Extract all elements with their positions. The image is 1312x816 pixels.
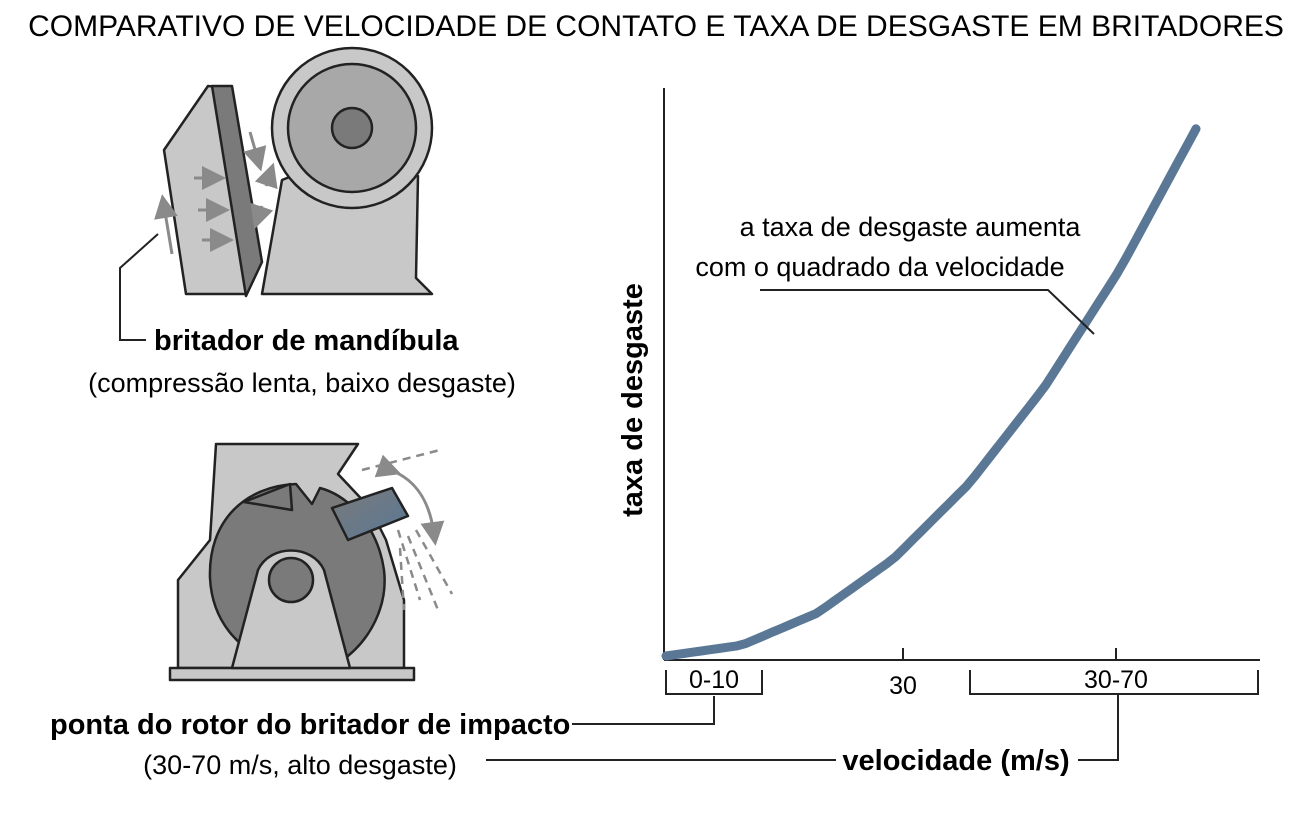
x-axis-label: velocidade (m/s)	[842, 745, 1069, 777]
wear-chart: taxa de desgaste velocidade (m/s) 0-10 3…	[617, 88, 1260, 777]
flywheel-hub	[330, 106, 374, 150]
page-title: COMPARATIVO DE VELOCIDADE DE CONTATO E T…	[28, 10, 1284, 43]
wear-curve	[661, 124, 1201, 661]
annotation-leader	[760, 289, 1095, 335]
bracket-30-70	[969, 670, 1259, 695]
tick-label-30-70: 30-70	[1084, 666, 1148, 694]
impact-crusher-detail: (30-70 m/s, alto desgaste)	[143, 750, 457, 780]
impact-name-leader	[572, 696, 715, 725]
bearing-pedestal	[230, 549, 352, 670]
jaw-crusher-name: britador de mandíbula	[154, 325, 459, 357]
rotor-lobe	[242, 482, 294, 512]
jaw-crusher-leader	[119, 233, 159, 341]
jaw-motion-arrows	[154, 131, 278, 255]
jaw-crusher-detail: (compressão lenta, baixo desgaste)	[88, 368, 516, 398]
tick-label-0-10: 0-10	[689, 666, 739, 694]
impact-base	[168, 666, 416, 682]
impact-crusher-illustration	[168, 442, 416, 682]
tick-label-30: 30	[889, 672, 917, 700]
y-axis-label: taxa de desgaste	[617, 283, 649, 517]
impact-rotation-arrow	[374, 454, 445, 546]
jaw-plate	[210, 84, 264, 298]
annotation-line-1: a taxa de desgaste aumenta	[740, 212, 1082, 242]
bracket-0-10	[665, 670, 763, 695]
rotor-shaft	[267, 556, 315, 604]
jaw-crusher-illustration	[162, 46, 434, 298]
velocity-leader	[1078, 694, 1119, 761]
jaw-frame	[260, 174, 434, 296]
impact-motion-lines	[361, 448, 454, 611]
impact-crusher-name: ponta do rotor do britador de impacto	[50, 709, 570, 741]
annotation-line-2: com o quadrado da velocidade	[695, 252, 1064, 282]
